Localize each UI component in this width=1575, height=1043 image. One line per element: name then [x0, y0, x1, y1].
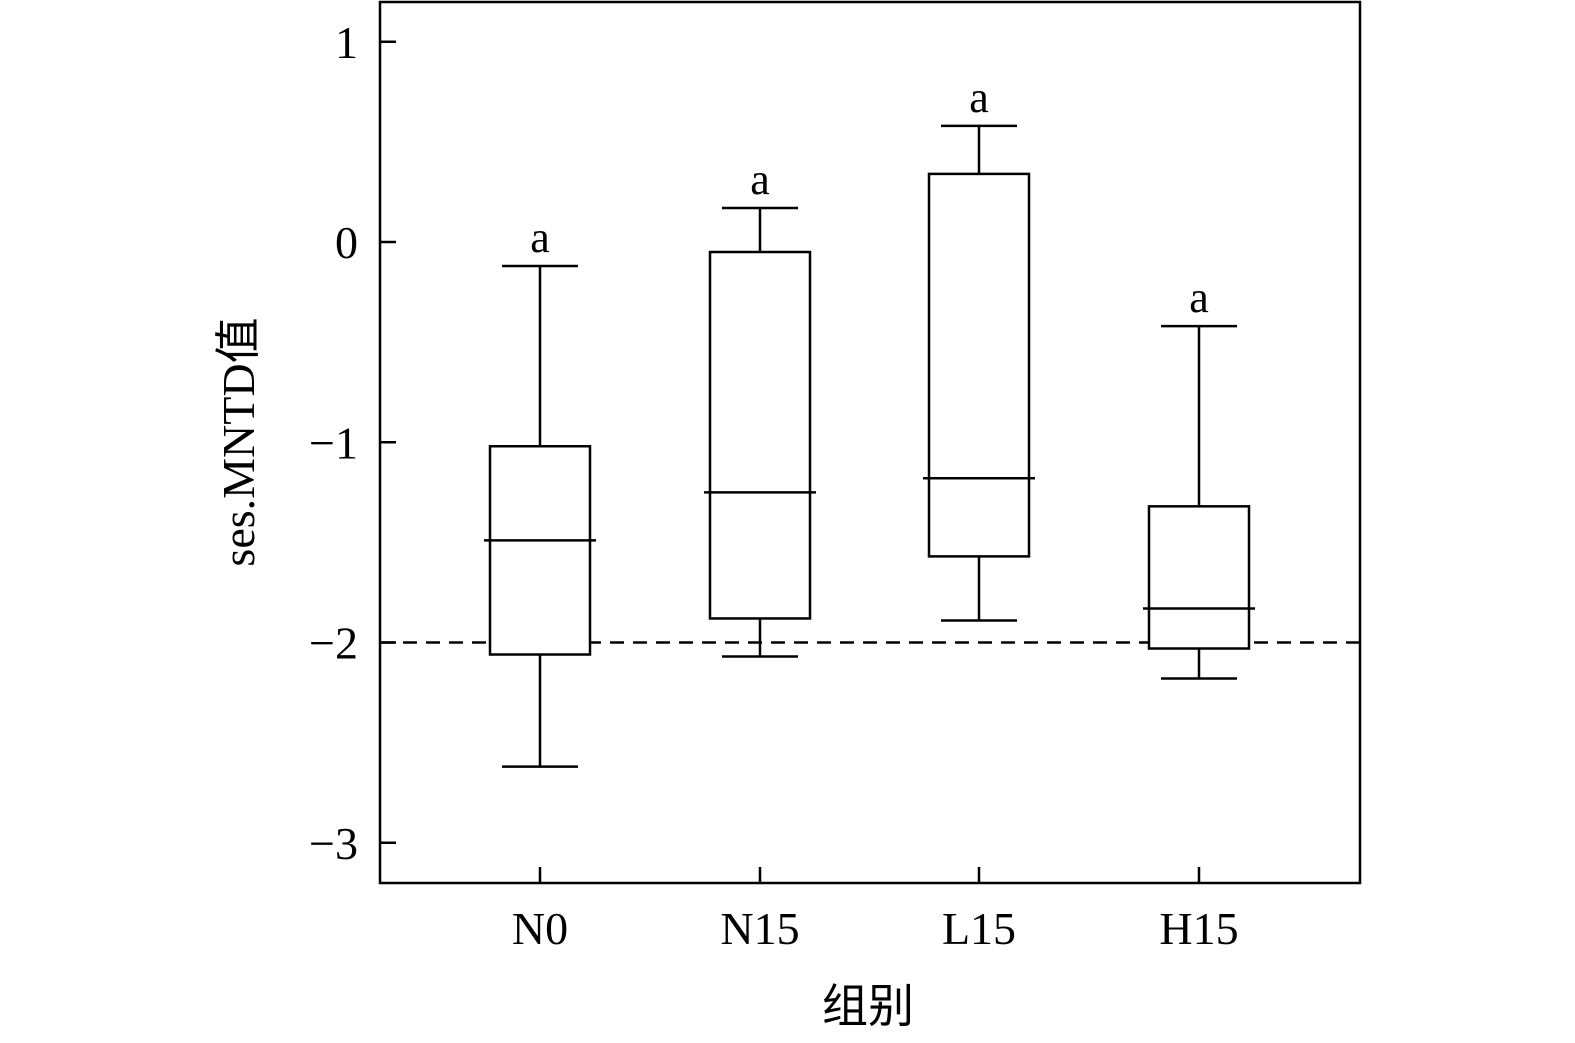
iqr-box	[708, 250, 812, 620]
x-axis-title: 组别	[822, 981, 914, 1032]
y-tick-label: 0	[335, 217, 358, 268]
y-tick-label: −3	[309, 818, 358, 869]
iqr-box	[927, 172, 1031, 558]
y-axis-ticks: 1 0 −1 −2 −3	[309, 17, 396, 869]
significance-letter: a	[1189, 273, 1209, 322]
iqr-box	[1147, 505, 1251, 650]
box-h15: a	[1143, 273, 1255, 680]
x-tick-label: L15	[942, 903, 1016, 954]
box-series: a a a a	[484, 73, 1255, 768]
y-tick-label: 1	[335, 17, 358, 68]
y-tick-label: −2	[309, 618, 358, 669]
x-tick-label: N0	[512, 903, 568, 954]
significance-letter: a	[750, 155, 770, 204]
x-tick-label: H15	[1159, 903, 1238, 954]
box-l15: a	[923, 73, 1035, 622]
box-n0: a	[484, 213, 596, 768]
x-axis-ticks: N0 N15 L15 H15	[512, 867, 1239, 954]
significance-letter: a	[969, 73, 989, 122]
y-tick-label: −1	[309, 417, 358, 468]
y-axis-title: ses.MNTD值	[213, 317, 264, 566]
x-tick-label: N15	[720, 903, 799, 954]
significance-letter: a	[530, 213, 550, 262]
plot-frame	[378, 0, 1362, 885]
iqr-box	[488, 445, 592, 656]
box-n15: a	[704, 155, 816, 658]
